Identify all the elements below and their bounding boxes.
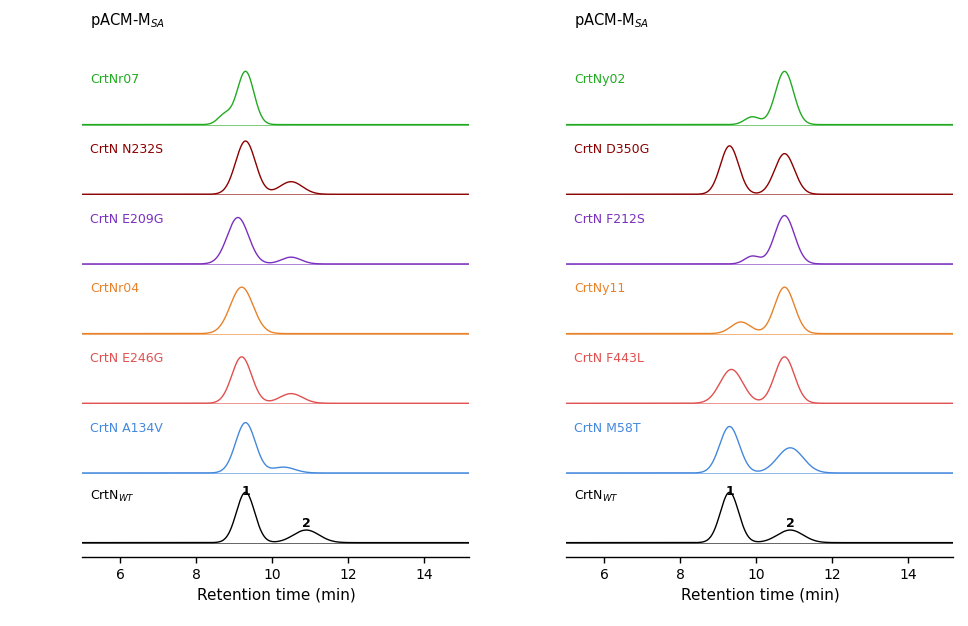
X-axis label: Retention time (min): Retention time (min) (197, 587, 355, 602)
Text: CrtNr07: CrtNr07 (90, 73, 139, 86)
Text: 2: 2 (786, 517, 795, 530)
Text: 1: 1 (241, 485, 250, 498)
Text: CrtN M58T: CrtN M58T (574, 422, 641, 434)
Text: pACM-M$_{SA}$: pACM-M$_{SA}$ (90, 11, 165, 30)
Text: CrtN N232S: CrtN N232S (90, 143, 163, 156)
Text: CrtNy11: CrtNy11 (574, 282, 625, 295)
Text: CrtN F212S: CrtN F212S (574, 213, 645, 225)
Text: 2: 2 (302, 517, 311, 530)
Text: CrtNr04: CrtNr04 (90, 282, 139, 295)
Text: CrtN$_{WT}$: CrtN$_{WT}$ (574, 489, 619, 505)
Text: CrtN$_{WT}$: CrtN$_{WT}$ (90, 489, 135, 505)
Text: CrtN E246G: CrtN E246G (90, 352, 164, 365)
Text: CrtN E209G: CrtN E209G (90, 213, 164, 225)
X-axis label: Retention time (min): Retention time (min) (681, 587, 839, 602)
Text: 1: 1 (725, 485, 734, 498)
Text: CrtN A134V: CrtN A134V (90, 422, 163, 434)
Text: CrtNy02: CrtNy02 (574, 73, 625, 86)
Text: pACM-M$_{SA}$: pACM-M$_{SA}$ (574, 11, 649, 30)
Text: CrtN D350G: CrtN D350G (574, 143, 650, 156)
Text: CrtN F443L: CrtN F443L (574, 352, 644, 365)
